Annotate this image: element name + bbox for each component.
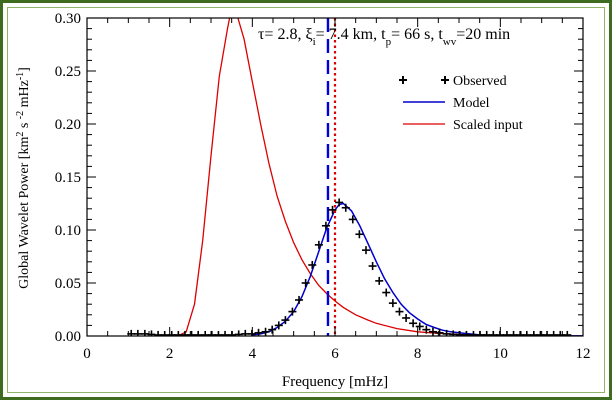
observed-point: [133, 329, 142, 336]
y-tick-label: 0.20: [55, 117, 81, 133]
y-tick-label: 0.25: [55, 64, 81, 80]
model-line: [252, 202, 583, 336]
observed-point: [274, 321, 283, 330]
observed-point: [462, 330, 471, 336]
observed-point: [348, 215, 357, 224]
observed-point: [355, 230, 364, 239]
observed-point: [288, 307, 297, 316]
chart-annotation: τ= 2.8, ξi= 7.4 km, tp= 66 s, twv=20 min: [258, 26, 510, 48]
observed-point: [221, 330, 230, 336]
x-tick-label: 2: [166, 346, 174, 362]
y-tick-label: 0.00: [55, 329, 81, 345]
observed-point: [375, 276, 384, 285]
legend-entry: Scaled input: [403, 118, 523, 133]
observed-point: [301, 279, 310, 287]
legend-entry: Observed: [399, 74, 507, 89]
observed-point: [556, 330, 565, 336]
observed-point: [388, 299, 397, 308]
legend-label: Observed: [453, 74, 507, 89]
x-tick-label: 12: [576, 346, 591, 362]
observed-point: [422, 325, 431, 334]
observed-point: [368, 262, 377, 271]
observed-point: [268, 325, 277, 334]
observed-point: [281, 316, 290, 325]
x-tick-label: 0: [83, 346, 91, 362]
observed-point: [321, 221, 330, 230]
y-tick-label: 0.05: [55, 276, 81, 292]
observed-point: [341, 203, 350, 212]
y-axis-label: Global Wavelet Power [km2 s -2 mHz-1]: [15, 67, 33, 289]
series-layer: [127, 18, 583, 336]
observed-point: [335, 198, 344, 207]
x-tick-label: 6: [331, 346, 339, 362]
y-tick-label: 0.10: [55, 223, 81, 239]
legend-label: Model: [453, 96, 490, 111]
observed-point: [261, 327, 270, 336]
observed-point: [308, 260, 317, 269]
observed-point: [402, 313, 411, 322]
ticks-layer: 0 2 4 6 8 10 12 0.00 0.05 0.10 0.15 0.20 0.25 0.30: [55, 11, 591, 362]
observed-point: [522, 330, 531, 336]
chart-frame-inner: [7, 7, 605, 393]
legend-label: Scaled input: [453, 118, 523, 133]
observed-point: [395, 307, 404, 316]
observed-point: [409, 319, 418, 328]
observed-point: [362, 246, 370, 255]
x-tick-label: 10: [493, 346, 508, 362]
x-tick-label: 4: [249, 346, 257, 362]
legend-entry: Model: [403, 96, 490, 111]
y-tick-label: 0.15: [55, 170, 81, 186]
scaled-input-line: [177, 18, 583, 336]
observed-point: [382, 288, 391, 297]
observed-point: [160, 330, 169, 336]
observed-point: [415, 322, 424, 331]
legend: Observed Model Scaled input: [399, 74, 523, 133]
observed-point: [563, 330, 572, 336]
y-tick-label: 0.30: [55, 11, 81, 27]
observed-point: [428, 327, 437, 336]
x-tick-label: 8: [414, 346, 422, 362]
observed-point: [328, 205, 337, 214]
observed-point: [314, 240, 323, 249]
observed-point: [295, 295, 304, 304]
observed-point: [194, 330, 203, 336]
x-axis-label: Frequency [mHz]: [282, 374, 388, 390]
